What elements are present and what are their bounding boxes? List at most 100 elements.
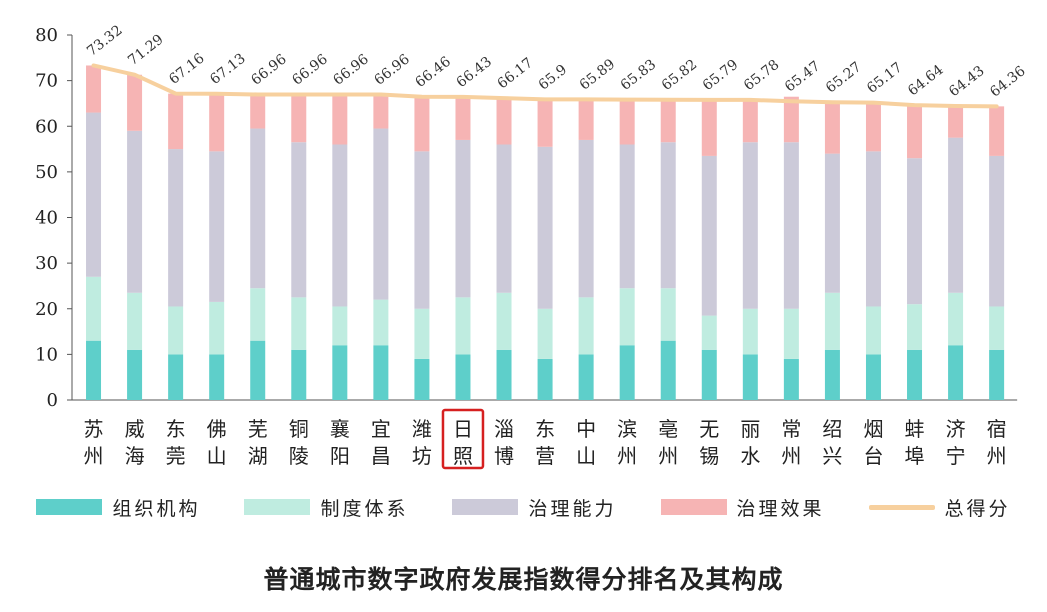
- bar-segment-2: [86, 276, 102, 341]
- x-tick-label: 东: [166, 417, 186, 441]
- bar-segment-4: [537, 99, 553, 147]
- bar-segment-2: [414, 308, 430, 359]
- bar-segment-3: [989, 155, 1005, 307]
- x-tick-label: 莞: [166, 444, 186, 468]
- x-tick-label: 佛: [207, 417, 227, 441]
- bar-segment-2: [455, 297, 471, 355]
- bar-segment-4: [742, 99, 758, 143]
- bar-segment-1: [824, 349, 840, 400]
- bar-segment-3: [373, 128, 389, 300]
- x-tick-label: 苏: [84, 417, 104, 441]
- total-data-label: 66.96: [289, 51, 331, 88]
- legend-swatch-system: [244, 499, 311, 515]
- total-data-label: 64.36: [987, 63, 1029, 100]
- total-data-label: 64.43: [946, 63, 987, 100]
- bar-segment-2: [907, 304, 923, 350]
- total-data-label: 65.89: [577, 56, 618, 93]
- bar-segment-3: [701, 155, 717, 316]
- bar-segment-1: [250, 340, 266, 400]
- bar-segment-3: [168, 149, 184, 307]
- x-tick-label: 淄: [494, 417, 514, 441]
- bar-segment-2: [209, 301, 225, 355]
- bar-segment-3: [824, 153, 840, 293]
- bar-segment-1: [373, 345, 389, 400]
- x-tick-label: 常: [781, 417, 801, 441]
- x-tick-label: 铜: [289, 417, 309, 441]
- legend-item-system: 制度体系: [244, 494, 408, 521]
- legend-label-effect: 治理效果: [736, 497, 825, 520]
- bar-segment-3: [496, 144, 512, 293]
- bar-segment-3: [619, 144, 635, 289]
- legend-label-total: 总得分: [944, 497, 1011, 520]
- bar-segment-1: [783, 358, 799, 400]
- bar-segment-3: [907, 158, 923, 305]
- bar-segment-1: [332, 345, 348, 400]
- total-data-label: 66.17: [495, 55, 536, 92]
- x-tick-label: 州: [781, 444, 801, 468]
- legend-label-capability: 治理能力: [528, 497, 617, 520]
- bar-segment-1: [907, 349, 923, 400]
- bar-segment-4: [660, 99, 676, 143]
- x-tick-label: 湖: [248, 444, 268, 468]
- x-tick-label: 襄: [330, 417, 350, 441]
- total-data-label: 65.9: [536, 62, 570, 94]
- x-tick-label: 宜: [371, 417, 391, 441]
- total-data-label: 73.32: [84, 22, 125, 59]
- bar-segment-3: [127, 130, 143, 293]
- bar-segment-2: [332, 306, 348, 346]
- bar-segment-2: [660, 288, 676, 341]
- bar-segment-2: [989, 306, 1005, 350]
- bar-segment-4: [127, 74, 143, 131]
- x-tick-label: 埠: [905, 444, 925, 468]
- bar-segment-3: [537, 146, 553, 309]
- bar-segment-4: [948, 106, 964, 138]
- bar-segment-4: [373, 94, 389, 129]
- y-tick-label: 40: [35, 208, 58, 229]
- bar-segment-3: [948, 137, 964, 293]
- y-tick-label: 80: [35, 25, 58, 46]
- bar-segment-1: [496, 349, 512, 400]
- bar-segment-2: [578, 297, 594, 355]
- bar-segment-2: [537, 308, 553, 359]
- legend-item-total: 总得分: [868, 494, 1011, 521]
- x-tick-label: 日: [453, 417, 473, 441]
- bar-segment-3: [742, 142, 758, 309]
- x-tick-label: 中: [576, 417, 596, 441]
- x-tick-label: 绍: [822, 417, 842, 441]
- bar-segment-4: [332, 94, 348, 145]
- bar-segment-1: [948, 345, 964, 400]
- x-tick-label: 坊: [412, 444, 432, 468]
- bar-segment-3: [250, 128, 266, 289]
- bar-segment-1: [865, 354, 881, 400]
- x-tick-label: 威: [125, 417, 145, 441]
- legend-line-total: [868, 504, 935, 510]
- bar-segment-2: [824, 292, 840, 350]
- bar-segment-3: [332, 144, 348, 307]
- bar-segment-4: [86, 65, 102, 113]
- bar-segment-3: [414, 151, 430, 309]
- bar-segment-2: [742, 308, 758, 355]
- bar-segment-1: [127, 349, 143, 400]
- x-tick-label: 滨: [617, 417, 637, 441]
- y-tick-label: 30: [35, 253, 58, 274]
- x-tick-label: 昌: [371, 444, 391, 468]
- bar-segment-4: [783, 96, 799, 143]
- bar-segment-4: [250, 94, 266, 129]
- x-tick-label: 营: [535, 444, 555, 468]
- x-tick-label: 亳: [658, 417, 678, 441]
- total-data-label: 65.47: [782, 58, 823, 95]
- x-tick-label: 烟: [863, 417, 883, 441]
- y-tick-label: 60: [35, 116, 58, 137]
- legend-swatch-capability: [452, 499, 519, 515]
- highlight-box: [441, 408, 485, 470]
- x-tick-label: 芜: [248, 417, 268, 441]
- total-data-label: 67.13: [207, 51, 248, 88]
- y-tick-label: 20: [35, 299, 58, 320]
- y-tick-label: 10: [35, 344, 58, 365]
- total-data-label: 65.78: [741, 57, 782, 94]
- total-data-label: 66.43: [454, 54, 495, 91]
- bar-segment-3: [578, 139, 594, 298]
- bar-segment-1: [455, 354, 471, 400]
- bar-segment-1: [86, 340, 102, 400]
